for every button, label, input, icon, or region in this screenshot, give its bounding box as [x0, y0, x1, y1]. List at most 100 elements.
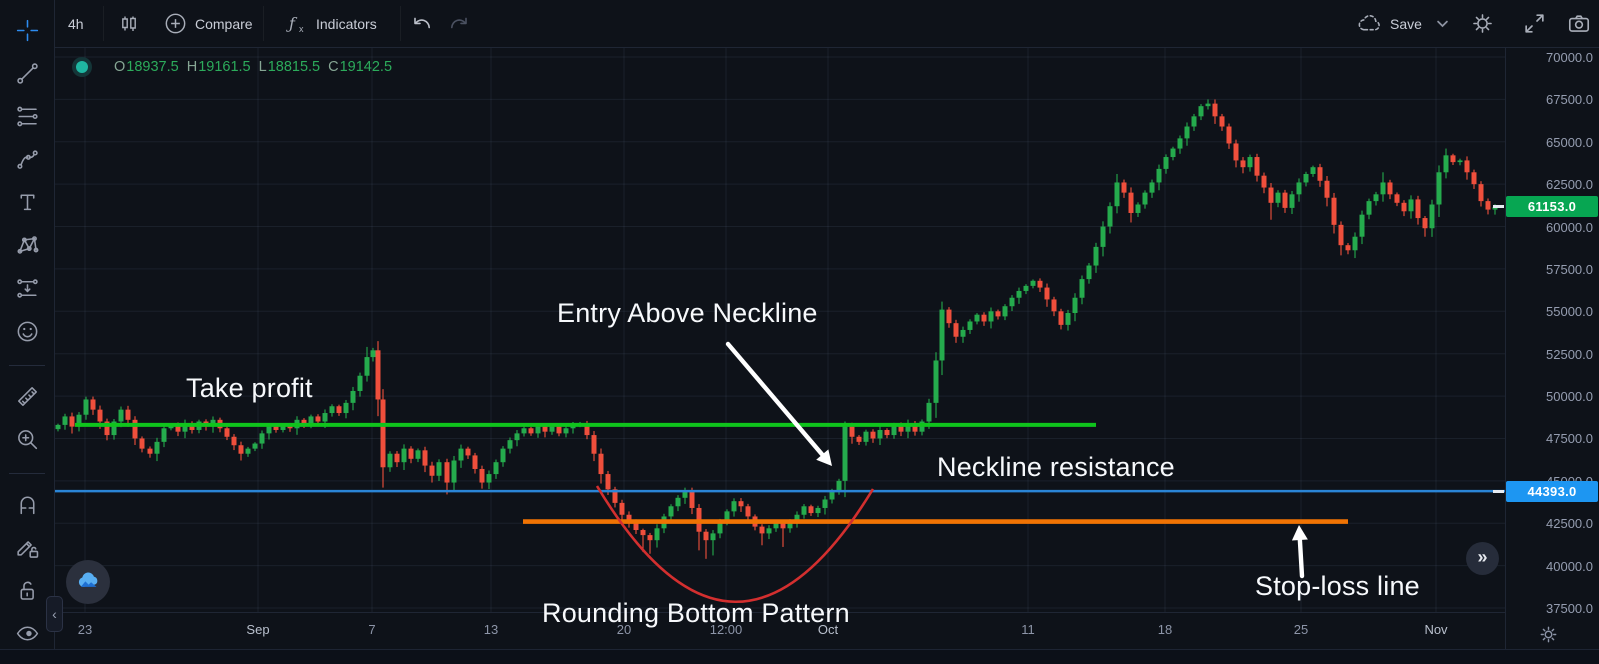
emoji-icon — [17, 321, 37, 341]
ohlc-values: O18937.5 H19161.5 L18815.5 C19142.5 — [114, 58, 400, 76]
tool-lock[interactable] — [8, 571, 46, 609]
take-profit-label[interactable]: Take profit — [186, 373, 313, 403]
tool-fib-retracement[interactable] — [8, 97, 46, 135]
tool-projection[interactable] — [8, 269, 46, 307]
price-tick-label: 47500.0 — [1546, 431, 1593, 447]
time-axis[interactable]: 23 Sep 7 13 20 12:00 Oct 11 18 25 Nov — [55, 612, 1505, 650]
tool-xabcd-pattern[interactable] — [8, 226, 46, 264]
tool-eye[interactable] — [8, 614, 46, 652]
indicators-button[interactable]: ƒ x Indicators — [285, 0, 377, 47]
zoom-in-icon — [17, 429, 37, 449]
price-tick-label: 67500.0 — [1546, 92, 1593, 108]
fullscreen-button[interactable] — [1522, 0, 1547, 47]
stop-loss-label[interactable]: Stop-loss line — [1255, 571, 1420, 601]
eye-icon — [16, 625, 38, 641]
magnet-icon — [19, 495, 35, 514]
redo-icon — [451, 17, 467, 28]
chart-canvas[interactable] — [55, 47, 1505, 612]
gear-icon — [1470, 11, 1495, 36]
tool-ruler[interactable] — [8, 377, 46, 415]
price-tick-label: 70000.0 — [1546, 50, 1593, 65]
camera-icon — [1566, 11, 1592, 37]
plus-circle-icon — [163, 11, 188, 36]
sidebar-divider — [9, 473, 45, 474]
chevrons-right-icon: » — [1477, 547, 1488, 567]
ohlc-value: 19161.5 — [198, 59, 251, 75]
save-button[interactable]: Save — [1356, 0, 1448, 47]
tool-emoji[interactable] — [8, 312, 46, 350]
xabcd-pattern-icon — [16, 235, 38, 254]
tool-text[interactable] — [8, 183, 46, 221]
time-tick-label: 25 — [1293, 622, 1309, 637]
ruler-icon — [17, 386, 37, 406]
tool-curve[interactable] — [8, 140, 46, 178]
ohlc-key: O — [114, 59, 126, 75]
ohlc-key: L — [258, 59, 267, 75]
time-tick-label: 18 — [1157, 622, 1173, 637]
stop-loss-arrow[interactable] — [1291, 525, 1308, 579]
interval-button[interactable]: 4h — [68, 0, 84, 47]
compare-label: Compare — [195, 15, 253, 32]
settings-button[interactable] — [1470, 0, 1495, 47]
annotation-lines[interactable] — [55, 422, 1505, 604]
price-tick-label: 42500.0 — [1546, 516, 1593, 532]
theme-brightness-button[interactable] — [1535, 621, 1561, 647]
time-tick-label: 23 — [77, 622, 93, 637]
price-tick-label: 57500.0 — [1546, 261, 1593, 277]
ohlc-value: 19142.5 — [339, 59, 393, 75]
sidebar-divider — [9, 365, 45, 366]
tool-draw-lock[interactable] — [8, 528, 46, 566]
rounding-bottom-curve[interactable] — [595, 485, 875, 604]
projection-icon — [16, 278, 38, 298]
bottom-edge-strip — [0, 649, 1599, 664]
grid — [55, 47, 1505, 612]
neckline-label[interactable]: Neckline resistance — [937, 452, 1175, 482]
lock-icon — [19, 581, 34, 600]
svg-text:ƒ: ƒ — [286, 14, 298, 33]
indicators-label: Indicators — [316, 15, 377, 32]
price-tick-label: 65000.0 — [1546, 134, 1593, 150]
entry-label[interactable]: Entry Above Neckline — [557, 298, 818, 328]
interval-label: 4h — [68, 15, 84, 32]
candlestick-chart-icon — [117, 12, 141, 36]
ohlc-value: 18937.5 — [126, 59, 179, 75]
chart-logo-button[interactable] — [66, 560, 110, 604]
fx-icon: ƒ x — [285, 12, 309, 36]
drawing-tools-sidebar — [0, 0, 55, 663]
price-tick-label: 52500.0 — [1546, 346, 1593, 362]
tool-trend-line[interactable] — [8, 54, 46, 92]
redo-button[interactable] — [447, 0, 471, 47]
ohlc-key: C — [328, 59, 339, 75]
chart-type-button[interactable] — [117, 0, 141, 47]
entry-arrow[interactable] — [725, 341, 832, 466]
undo-button[interactable] — [410, 0, 434, 47]
time-tick-label: 12:00 — [709, 622, 743, 637]
neckline-price-tick — [1493, 489, 1504, 493]
screenshot-button[interactable] — [1566, 0, 1592, 47]
go-to-realtime-button[interactable]: » — [1466, 542, 1499, 575]
tool-zoom-in[interactable] — [8, 420, 46, 458]
tool-magnet[interactable] — [8, 485, 46, 523]
symbol-status-dot[interactable] — [72, 57, 92, 77]
ohlc-key: H — [186, 59, 198, 75]
svg-text:x: x — [299, 24, 304, 34]
fullscreen-icon — [1522, 11, 1547, 36]
fib-retracement-icon — [16, 106, 38, 126]
chevron-down-icon[interactable] — [1437, 20, 1448, 28]
rounding-bottom-label[interactable]: Rounding Bottom Pattern — [542, 598, 850, 628]
neckline-price-badge: 44393.0 — [1506, 480, 1598, 502]
price-tick-label: 50000.0 — [1546, 389, 1593, 405]
sidebar-collapse-handle[interactable]: ‹ — [46, 596, 63, 632]
tool-crosshair[interactable] — [8, 11, 46, 49]
ohlc-legend: O18937.5 H19161.5 L18815.5 C19142.5 — [72, 53, 400, 81]
price-axis[interactable]: 70000.0 67500.0 65000.0 62500.0 60000.0 57500… — [1505, 47, 1599, 649]
candles — [55, 99, 1498, 559]
time-tick-label: Nov — [1424, 622, 1448, 637]
price-tick-label: 40000.0 — [1546, 558, 1593, 574]
save-label: Save — [1390, 15, 1422, 32]
compare-button[interactable]: Compare — [163, 0, 253, 47]
sun-icon — [1540, 626, 1556, 642]
time-tick-label: 13 — [483, 622, 499, 637]
top-toolbar: 4h Compare ƒ x Indicators — [0, 0, 1599, 48]
ohlc-value: 18815.5 — [267, 59, 321, 75]
